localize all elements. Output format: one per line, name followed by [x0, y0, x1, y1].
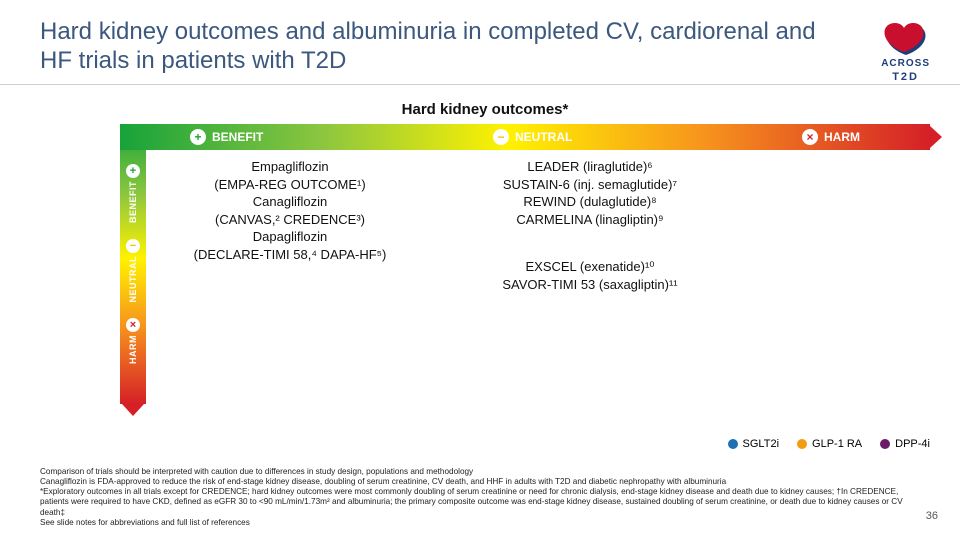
dot-icon — [728, 439, 738, 449]
chart-area: Albuminuria† + BENEFIT − NEUTRAL × HARM … — [90, 124, 930, 424]
v-neutral-label: − NEUTRAL — [126, 239, 140, 303]
h-benefit-label: + BENEFIT — [190, 129, 263, 145]
chart-subtitle: Hard kidney outcomes* — [40, 101, 930, 118]
minus-icon: − — [493, 129, 509, 145]
dot-icon — [797, 439, 807, 449]
page-number: 36 — [926, 510, 938, 522]
vertical-spectrum-bar: + BENEFIT − NEUTRAL × HARM — [120, 124, 146, 404]
cell-benefit-benefit: Empagliflozin (EMPA-REG OUTCOME¹) Canagl… — [150, 154, 430, 254]
v-benefit-label: + BENEFIT — [126, 164, 140, 223]
footnotes: Comparison of trials should be interpret… — [40, 467, 920, 529]
dot-icon — [880, 439, 890, 449]
divider — [0, 84, 960, 85]
x-icon: × — [126, 318, 140, 332]
brand-top: ACROSS — [881, 58, 930, 69]
v-harm-label: × HARM — [126, 318, 140, 364]
minus-icon: − — [126, 239, 140, 253]
horizontal-spectrum-bar: + BENEFIT − NEUTRAL × HARM — [120, 124, 930, 150]
legend: SGLT2i GLP-1 RA DPP-4i — [728, 438, 930, 450]
brand-logo: ACROSS T2D — [881, 22, 930, 83]
h-neutral-label: − NEUTRAL — [493, 129, 572, 145]
cell-neutral-neutral: EXSCEL (exenatide)¹⁰ SAVOR-TIMI 53 (saxa… — [430, 254, 750, 334]
legend-item: GLP-1 RA — [797, 438, 862, 450]
x-icon: × — [802, 129, 818, 145]
slide-title: Hard kidney outcomes and albuminuria in … — [40, 18, 820, 76]
plus-icon: + — [190, 129, 206, 145]
brand-bottom: T2D — [892, 71, 919, 83]
cell-neutral-benefit: LEADER (liraglutide)⁶ SUSTAIN-6 (inj. se… — [430, 154, 750, 254]
legend-item: SGLT2i — [728, 438, 779, 450]
h-harm-label: × HARM — [802, 129, 860, 145]
legend-item: DPP-4i — [880, 438, 930, 450]
plus-icon: + — [126, 164, 140, 178]
